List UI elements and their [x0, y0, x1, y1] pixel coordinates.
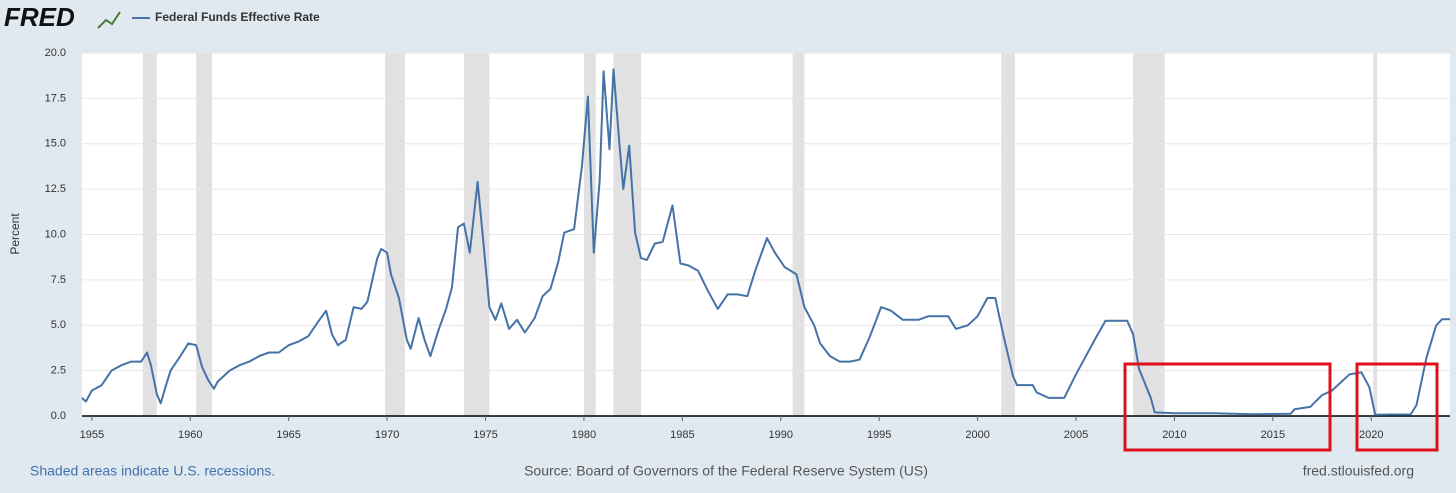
y-tick-label: 15.0: [45, 138, 66, 150]
x-tick-label: 2010: [1162, 429, 1186, 441]
x-tick-label: 1980: [572, 429, 596, 441]
y-tick-label: 17.5: [45, 92, 66, 104]
x-tick-label: 1990: [769, 429, 793, 441]
x-tick-label: 1965: [276, 429, 300, 441]
x-tick-label: 1970: [375, 429, 399, 441]
y-tick-label: 7.5: [51, 274, 66, 286]
highlight-box: [1355, 362, 1439, 452]
y-axis-label: Percent: [8, 213, 22, 255]
x-tick-label: 2015: [1261, 429, 1285, 441]
y-tick-label: 2.5: [51, 365, 66, 377]
x-tick-label: 2005: [1064, 429, 1088, 441]
x-tick-label: 2020: [1359, 429, 1383, 441]
logo: FRED: [4, 2, 75, 32]
series-line: [81, 68, 1450, 416]
y-tick-label: 20.0: [45, 47, 66, 59]
y-tick-label: 12.5: [45, 183, 66, 195]
source: Source: Board of Governors of the Federa…: [524, 463, 928, 479]
y-tick-label: 10.0: [45, 228, 66, 240]
y-tick-label: 0.0: [51, 410, 66, 422]
logo-icon: [97, 11, 121, 29]
highlight-box: [1123, 362, 1332, 452]
legend-label: Federal Funds Effective Rate: [155, 10, 320, 24]
x-tick-label: 1975: [473, 429, 497, 441]
x-tick-label: 2000: [965, 429, 989, 441]
x-tick-label: 1955: [80, 429, 104, 441]
y-tick-label: 5.0: [51, 319, 66, 331]
x-tick-label: 1960: [178, 429, 202, 441]
recession-note[interactable]: Shaded areas indicate U.S. recessions.: [30, 463, 275, 479]
x-tick-label: 1995: [867, 429, 891, 441]
site-link[interactable]: fred.stlouisfed.org: [1303, 463, 1414, 479]
x-tick-label: 1985: [670, 429, 694, 441]
